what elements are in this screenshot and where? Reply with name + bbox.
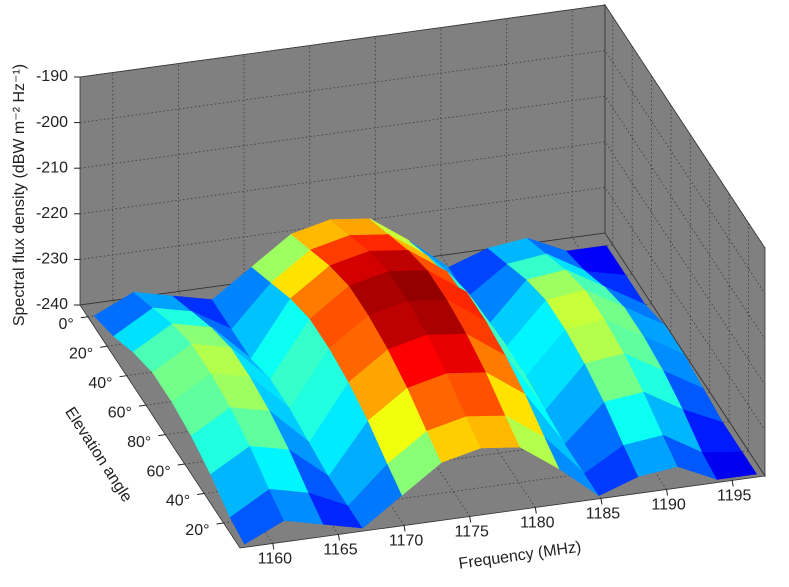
x-tick: [600, 498, 603, 505]
z-axis-label: Spectral flux density (dBW m⁻² Hz⁻¹): [11, 64, 28, 326]
y-tick-label: 20°: [69, 345, 93, 362]
x-tick: [666, 489, 669, 496]
z-tick-label: -240: [36, 296, 68, 313]
y-tick-label: 40°: [166, 493, 190, 510]
x-tick: [403, 525, 406, 532]
z-tick-label: -220: [36, 205, 68, 222]
x-tick: [469, 516, 472, 523]
grid-line: [79, 50, 766, 294]
surface-patch: [702, 451, 758, 480]
x-tick-label: 1170: [389, 533, 424, 550]
y-tick: [80, 316, 88, 319]
x-tick: [337, 534, 340, 541]
y-tick: [100, 345, 108, 348]
grid-line: [79, 141, 766, 386]
grid-line: [79, 4, 766, 249]
y-tick-label: 0°: [58, 316, 73, 333]
x-tick-label: 1190: [651, 497, 686, 514]
grid-line: [79, 186, 766, 431]
y-tick: [158, 434, 166, 437]
y-tick: [119, 375, 127, 378]
grid-line: [79, 95, 766, 340]
x-tick-label: 1175: [454, 524, 489, 541]
y-tick-label: 60°: [147, 463, 171, 480]
x-tick-label: 1185: [586, 506, 621, 523]
x-tick-label: 1165: [323, 542, 358, 559]
x-tick-label: 1160: [258, 551, 293, 568]
y-tick: [177, 463, 185, 466]
y-tick-label: 20°: [185, 522, 209, 539]
x-tick: [534, 507, 537, 514]
x-tick: [272, 543, 275, 550]
x-tick-label: 1195: [717, 488, 752, 505]
y-tick: [138, 404, 147, 407]
x-tick: [731, 480, 734, 487]
y-tick-label: 60°: [108, 404, 132, 421]
z-tick-label: -200: [36, 114, 68, 131]
z-tick-label: -190: [36, 68, 68, 85]
y-tick-label: 80°: [127, 434, 151, 451]
z-tick-label: -230: [36, 251, 68, 268]
grid-line: [223, 223, 749, 524]
x-axis-label: Frequency (MHz): [458, 539, 583, 573]
z-tick-label: -210: [36, 159, 68, 176]
y-tick: [197, 493, 205, 496]
y-tick: [216, 522, 224, 525]
y-tick-label: 40°: [88, 375, 112, 392]
x-tick-label: 1180: [520, 515, 555, 532]
